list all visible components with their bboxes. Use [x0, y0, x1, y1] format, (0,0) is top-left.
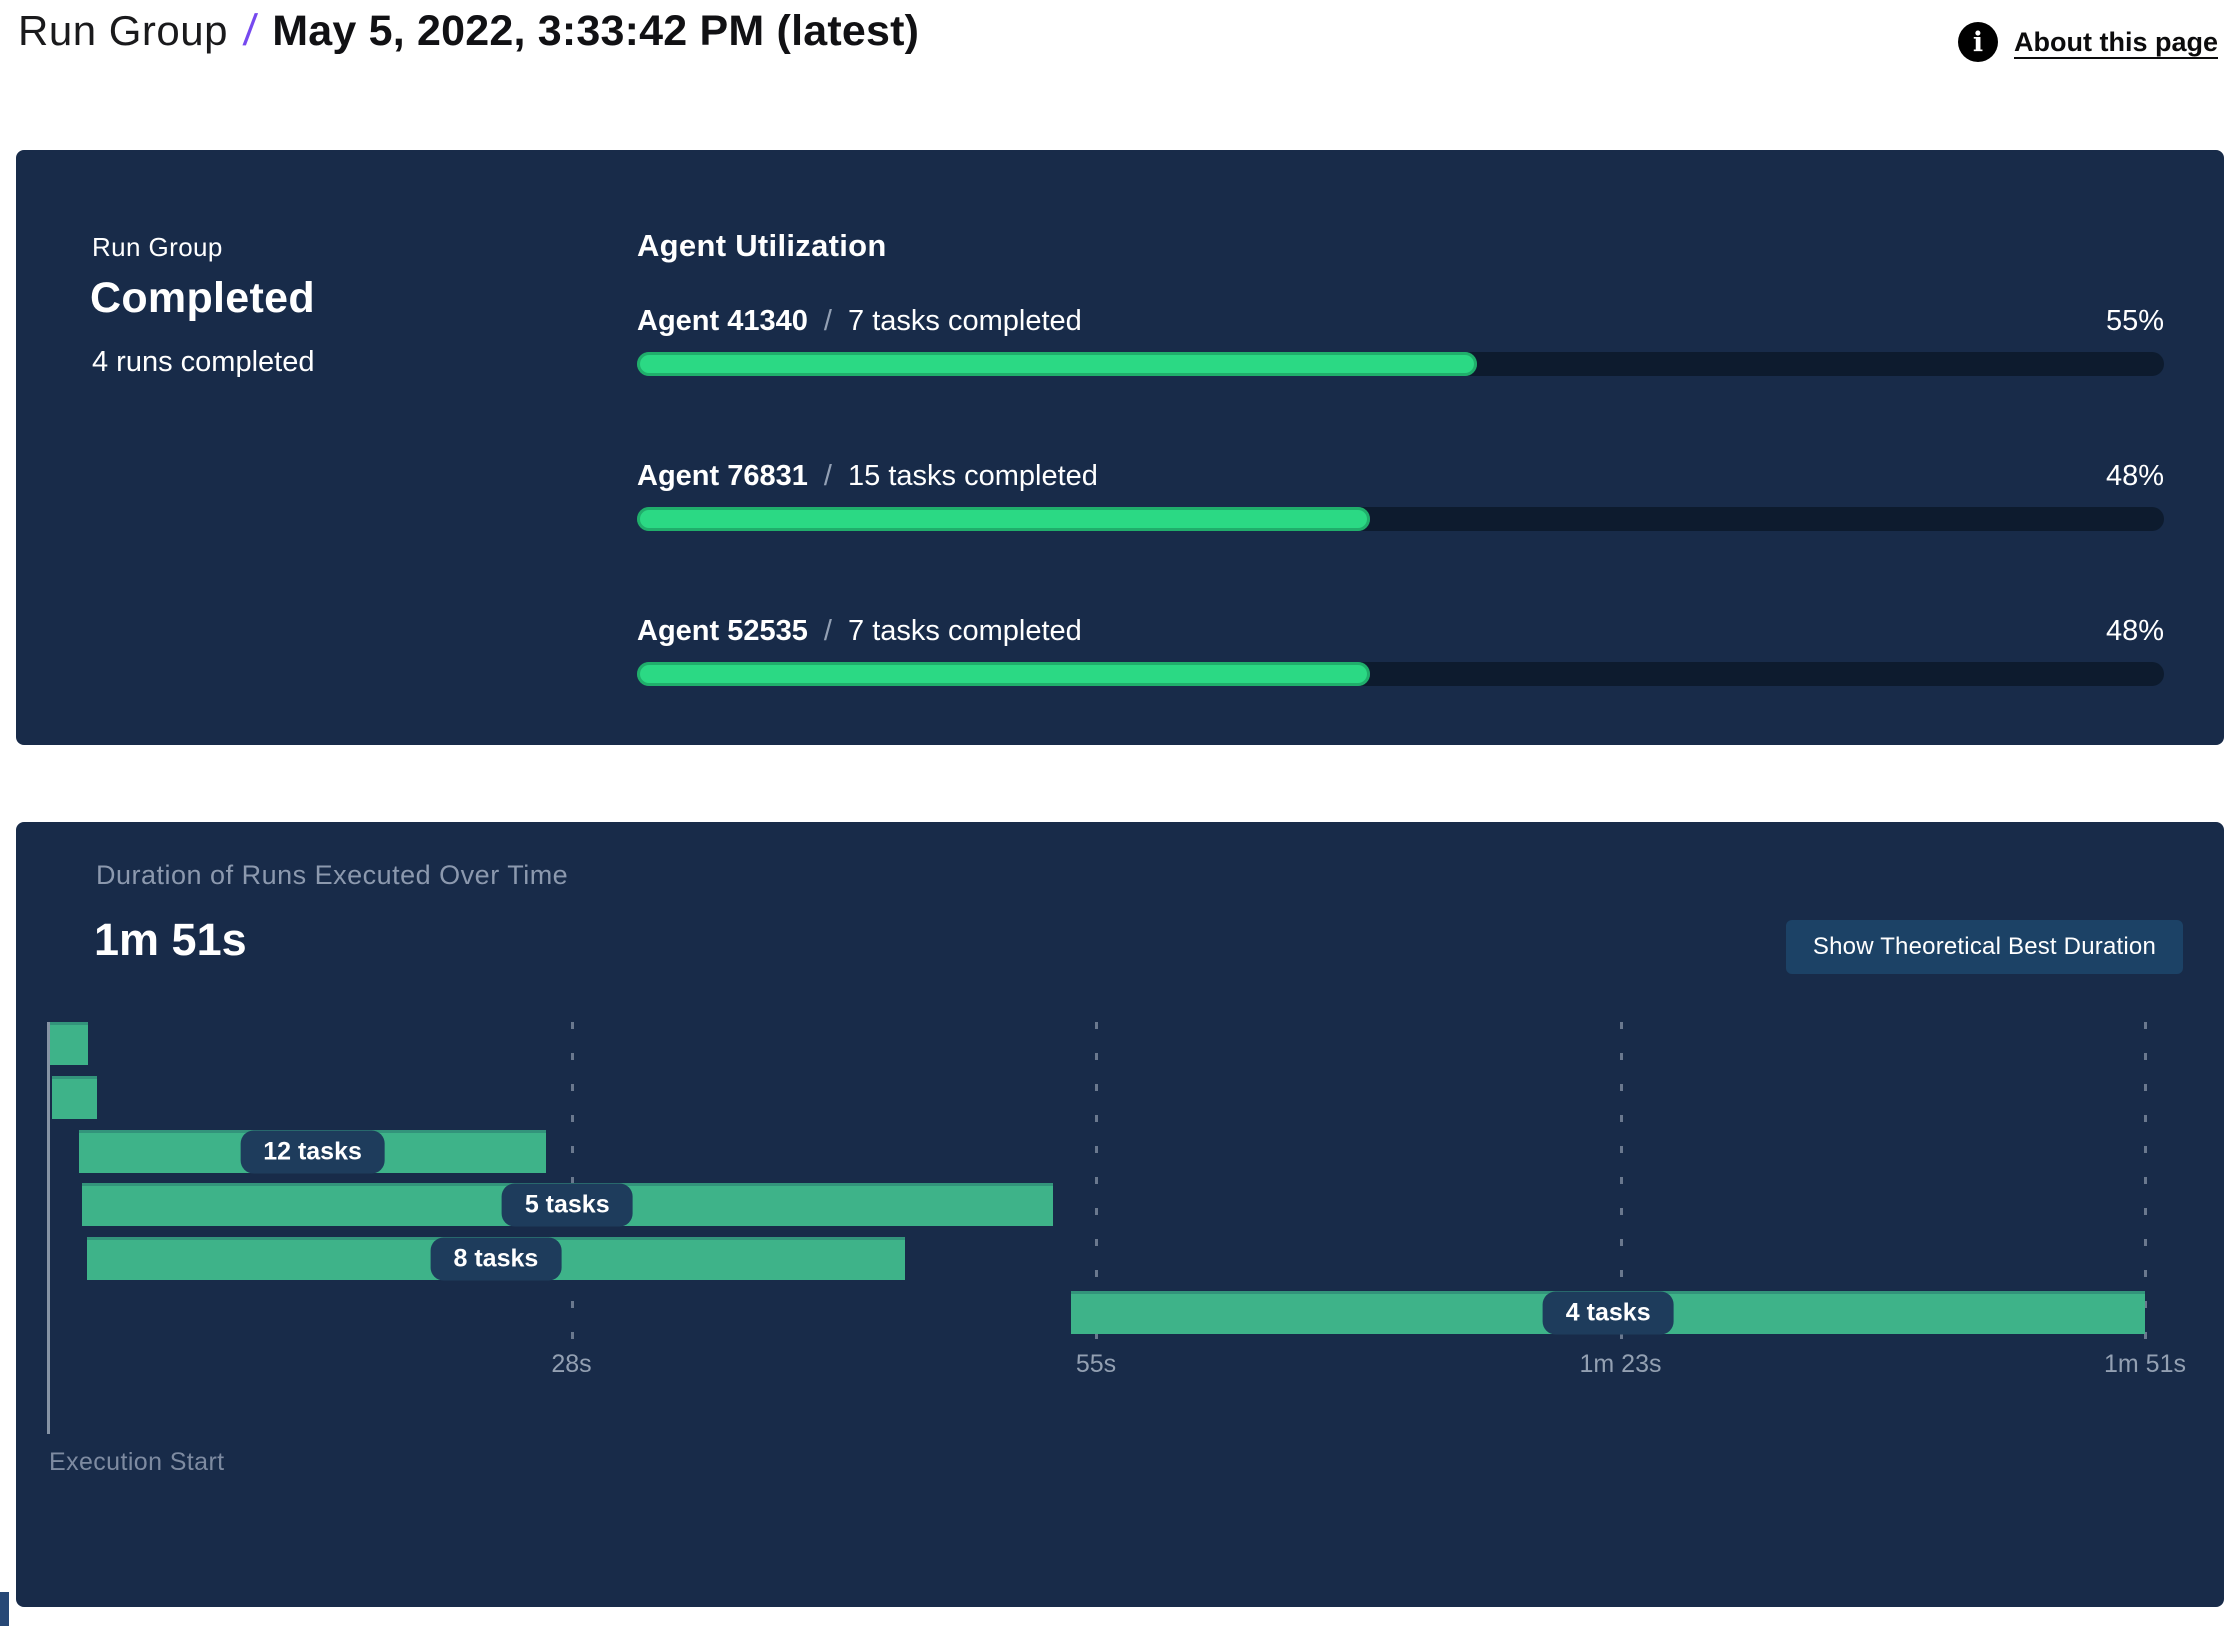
run-duration-bar[interactable]: 5 tasks — [81, 1183, 1053, 1226]
run-group-status: Completed — [90, 274, 315, 322]
run-group-panel: Run Group Completed 4 runs completed Age… — [16, 150, 2224, 745]
breadcrumb: Run Group / May 5, 2022, 3:33:42 PM (lat… — [18, 6, 919, 56]
agent-tasks-completed: 15 tasks completed — [848, 460, 1098, 492]
agent-label: Agent 76831 / 15 tasks completed — [637, 460, 1098, 493]
agent-utilization-percent: 48% — [2105, 615, 2164, 647]
time-tick-label: 1m 51s — [2104, 1350, 2186, 1378]
time-gridline — [1095, 1022, 1098, 1360]
agent-utilization-percent: 48% — [2105, 460, 2164, 492]
task-count-pill: 5 tasks — [501, 1183, 633, 1226]
agent-utilization-row: Agent 76831 / 15 tasks completed 48% — [637, 460, 2164, 531]
agent-separator: / — [815, 305, 841, 337]
run-group-label: Run Group — [92, 232, 223, 262]
time-tick-label: 28s — [551, 1350, 592, 1378]
breadcrumb-root[interactable]: Run Group — [18, 7, 228, 54]
agent-label: Agent 52535 / 7 tasks completed — [637, 615, 1082, 648]
agent-utilization-track — [637, 662, 2164, 686]
time-tick-label: 1m 23s — [1579, 1350, 1662, 1378]
agent-utilization-section: Agent Utilization Agent 41340 / 7 tasks … — [637, 228, 2164, 770]
info-icon[interactable]: i — [1958, 22, 1998, 62]
show-theoretical-best-duration-button[interactable]: Show Theoretical Best Duration — [1785, 920, 2183, 974]
agent-tasks-completed: 7 tasks completed — [848, 305, 1082, 337]
agent-tasks-completed: 7 tasks completed — [848, 615, 1082, 647]
breadcrumb-separator: / — [241, 6, 259, 55]
total-duration-value: 1m 51s — [94, 914, 247, 965]
agent-utilization-track — [637, 352, 2164, 376]
agent-utilization-percent: 55% — [2105, 305, 2164, 337]
task-count-pill: 8 tasks — [430, 1237, 562, 1280]
agent-separator: / — [815, 615, 841, 647]
task-count-pill: 4 tasks — [1542, 1291, 1674, 1334]
agent-label: Agent 41340 / 7 tasks completed — [637, 305, 1082, 338]
duration-panel: Duration of Runs Executed Over Time 1m 5… — [16, 822, 2224, 1607]
agent-name: Agent 76831 — [637, 460, 808, 492]
agent-name: Agent 41340 — [637, 305, 808, 337]
agent-utilization-row: Agent 41340 / 7 tasks completed 55% — [637, 305, 2164, 376]
time-gridline — [1619, 1022, 1623, 1360]
agent-rows: Agent 41340 / 7 tasks completed 55% Agent … — [637, 305, 2164, 686]
agent-utilization-row: Agent 52535 / 7 tasks completed 48% — [637, 615, 2164, 686]
run-duration-bar[interactable]: 12 tasks — [79, 1130, 546, 1173]
task-count-pill: 12 tasks — [240, 1130, 385, 1173]
run-duration-bar[interactable] — [51, 1076, 98, 1119]
duration-chart: Execution Start 28s 55s 1m 23s 1m 51s 12 tas… — [16, 822, 2224, 1607]
run-duration-bar[interactable]: 8 tasks — [86, 1237, 906, 1280]
agent-utilization-track — [637, 507, 2164, 531]
time-tick-label: 55s — [1075, 1350, 1117, 1378]
offscreen-element-edge — [0, 1592, 9, 1626]
page-title: May 5, 2022, 3:33:42 PM (latest) — [272, 7, 920, 55]
about-this-page-link[interactable]: About this page — [2014, 26, 2218, 57]
run-duration-bar[interactable]: 4 tasks — [1071, 1291, 2145, 1334]
agent-utilization-fill — [637, 507, 1370, 531]
x-axis-label: Execution Start — [49, 1448, 225, 1476]
agent-utilization-heading: Agent Utilization — [637, 228, 887, 263]
agent-separator: / — [815, 460, 841, 492]
time-gridline — [2144, 1022, 2147, 1360]
agent-utilization-fill — [637, 352, 1477, 376]
agent-name: Agent 52535 — [637, 615, 808, 647]
agent-utilization-fill — [637, 662, 1370, 686]
runs-completed-summary: 4 runs completed — [92, 346, 315, 378]
run-duration-bar[interactable] — [49, 1022, 88, 1065]
about-this-page[interactable]: i About this page — [1958, 22, 2218, 62]
duration-chart-title: Duration of Runs Executed Over Time — [96, 860, 569, 890]
execution-start-axis-line — [47, 1022, 50, 1434]
